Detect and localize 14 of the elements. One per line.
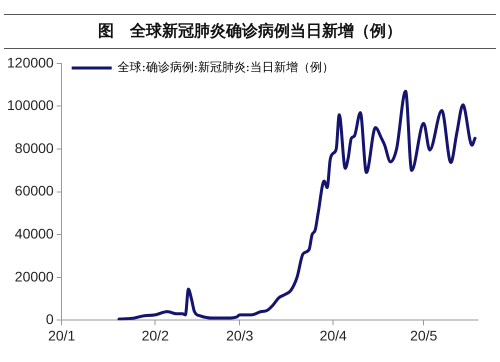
y-tick-label: 0 [46,311,54,328]
y-tick-label: 40000 [14,225,54,242]
y-tick-label: 60000 [14,182,54,199]
y-tick-label: 100000 [7,97,54,114]
chart-title: 图 全球新冠肺炎确诊病例当日新增（例） [4,14,496,49]
x-tick-label: 20/3 [226,327,254,344]
x-tick-label: 20/1 [48,327,76,344]
x-tick-label: 20/2 [142,327,170,344]
x-tick-label: 20/4 [320,327,348,344]
legend-label: 全球:确诊病例:新冠肺炎:当日新增（例） [118,60,334,74]
y-tick-label: 80000 [14,140,54,156]
y-tick-label: 120000 [7,54,54,70]
x-tick-label: 20/5 [410,327,438,344]
y-tick-label: 20000 [14,268,54,284]
